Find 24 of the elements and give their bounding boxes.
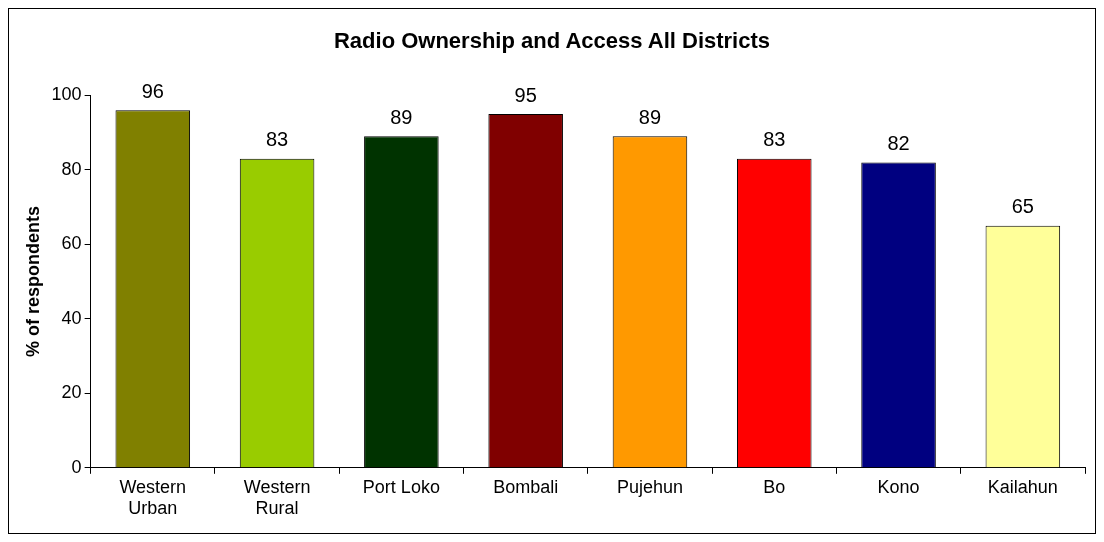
data-label: 89 bbox=[638, 105, 662, 128]
x-tick-label: Pujehun bbox=[616, 476, 683, 497]
y-tick-label: 40 bbox=[61, 307, 82, 328]
x-tick-label: Bo bbox=[763, 476, 786, 497]
x-tick-label: Port Loko bbox=[362, 476, 440, 497]
data-label: 96 bbox=[141, 79, 164, 102]
x-tick-label: Kono bbox=[877, 476, 920, 497]
data-label: 83 bbox=[265, 128, 289, 151]
data-label: 95 bbox=[514, 83, 537, 106]
y-tick-label: 80 bbox=[61, 158, 82, 179]
data-label: 65 bbox=[1011, 195, 1034, 218]
y-tick-label: 60 bbox=[61, 233, 82, 254]
y-tick-label: 0 bbox=[71, 456, 82, 477]
data-label: 89 bbox=[390, 105, 413, 128]
y-tick-label: 20 bbox=[61, 382, 82, 403]
x-tick-label: Bombali bbox=[493, 476, 559, 497]
data-label: 82 bbox=[887, 131, 910, 154]
x-tick-label: Western Rural bbox=[243, 476, 311, 519]
x-tick-label: Western Urban bbox=[119, 476, 187, 519]
y-axis-title: % of respondents bbox=[22, 206, 43, 358]
x-tick-label: Kailahun bbox=[987, 476, 1058, 497]
data-label: 83 bbox=[763, 128, 786, 151]
chart-title: Radio Ownership and Access All Districts bbox=[333, 28, 771, 54]
y-tick-label: 100 bbox=[51, 84, 82, 105]
